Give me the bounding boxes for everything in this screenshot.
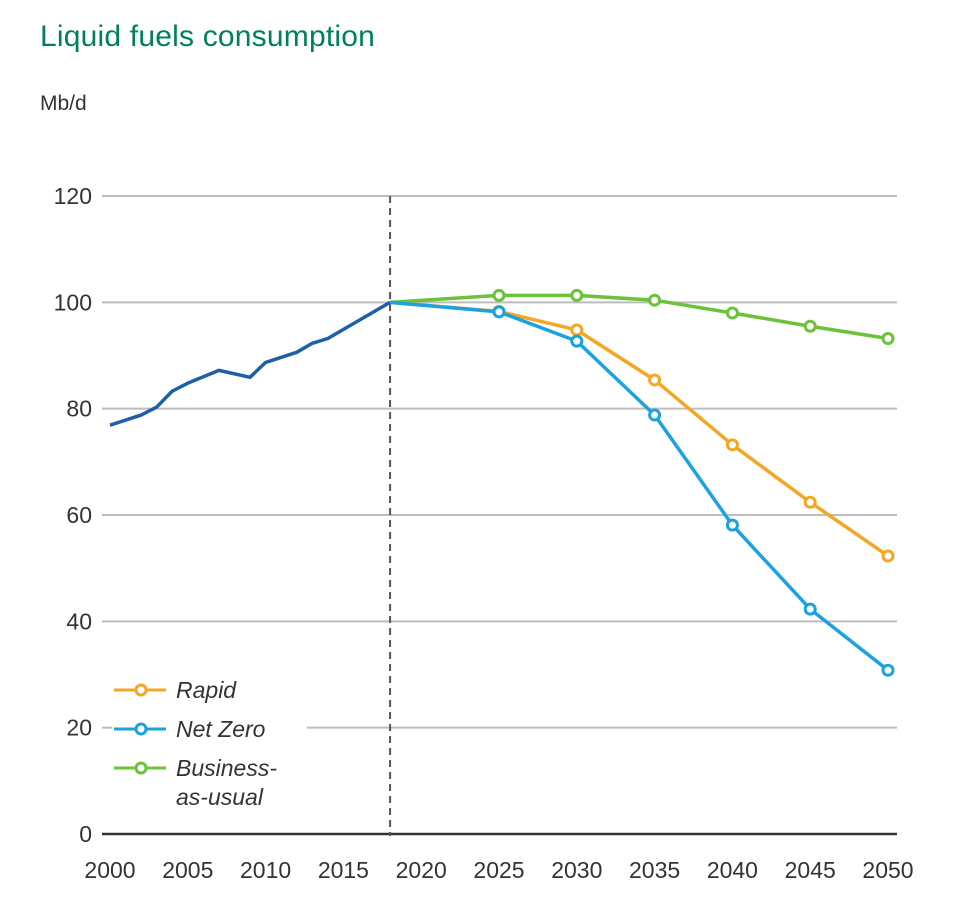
net-zero-line xyxy=(389,300,890,672)
net-zero-marker xyxy=(881,663,895,677)
legend-label: Net Zero xyxy=(176,716,266,742)
historical-line xyxy=(109,300,391,427)
y-tick-label: 120 xyxy=(54,183,92,209)
x-tick-label: 2025 xyxy=(473,857,524,883)
series-lines xyxy=(109,293,890,672)
legend-label: Business- xyxy=(176,755,277,781)
rapid-marker xyxy=(803,495,817,509)
x-tick-label: 2005 xyxy=(162,857,213,883)
legend-item-bau: Business-as-usual xyxy=(114,755,277,810)
net-zero-marker xyxy=(803,602,817,616)
net-zero-marker xyxy=(492,305,506,319)
y-axis-ticks: 0 20 40 60 80 100 120 xyxy=(54,183,92,847)
x-tick-label: 2045 xyxy=(785,857,836,883)
x-tick-label: 2020 xyxy=(396,857,447,883)
x-tick-label: 2000 xyxy=(84,857,135,883)
y-tick-label: 60 xyxy=(66,502,92,528)
x-tick-label: 2050 xyxy=(862,857,913,883)
y-tick-label: 0 xyxy=(79,821,92,847)
legend-label: as-usual xyxy=(176,784,264,810)
y-tick-label: 20 xyxy=(66,715,92,741)
y-tick-label: 40 xyxy=(66,608,92,634)
x-axis-ticks: 2000 2005 2010 2015 2020 2025 2030 2035 2040 2045… xyxy=(84,857,913,883)
bau-marker xyxy=(725,306,739,320)
net-zero-marker xyxy=(648,408,662,422)
x-tick-label: 2015 xyxy=(318,857,369,883)
rapid-line xyxy=(389,300,889,558)
legend-item-net-zero: Net Zero xyxy=(114,716,266,742)
x-tick-label: 2035 xyxy=(629,857,680,883)
rapid-marker xyxy=(881,549,895,563)
legend-marker-icon xyxy=(134,683,148,697)
y-tick-label: 100 xyxy=(54,289,92,315)
chart-title: Liquid fuels consumption xyxy=(40,20,376,53)
legend-item-rapid: Rapid xyxy=(114,677,237,703)
bau-marker xyxy=(881,331,895,345)
legend-marker-icon xyxy=(134,722,148,736)
y-tick-label: 80 xyxy=(66,396,92,422)
net-zero-marker xyxy=(570,334,584,348)
gridlines xyxy=(102,195,897,836)
series-markers xyxy=(492,288,895,677)
rapid-marker xyxy=(725,438,739,452)
legend: Rapid Net Zero Business-as-usual xyxy=(114,677,277,810)
x-tick-label: 2010 xyxy=(240,857,291,883)
bau-marker xyxy=(803,319,817,333)
net-zero-marker xyxy=(725,518,739,532)
rapid-marker xyxy=(570,323,584,337)
rapid-marker xyxy=(648,373,662,387)
bau-marker xyxy=(492,288,506,302)
legend-marker-icon xyxy=(134,761,148,775)
bau-marker xyxy=(648,293,662,307)
y-axis-unit-label: Mb/d xyxy=(40,92,87,115)
legend-label: Rapid xyxy=(176,677,237,703)
x-tick-label: 2040 xyxy=(707,857,758,883)
bau-marker xyxy=(570,288,584,302)
x-tick-label: 2030 xyxy=(551,857,602,883)
